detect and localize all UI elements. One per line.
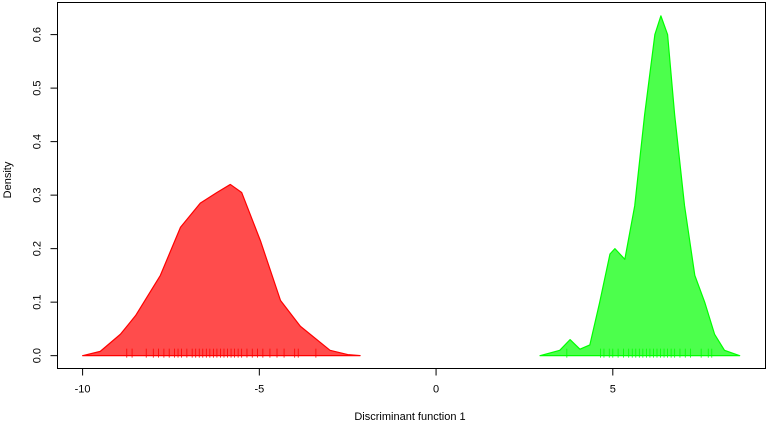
density-area — [539, 15, 741, 357]
x-tick-label: -5 — [254, 383, 264, 395]
density-area — [81, 183, 361, 357]
y-tick-label: 0.2 — [31, 241, 43, 256]
plot-frame — [57, 2, 766, 369]
x-tick-label: -10 — [75, 383, 91, 395]
x-tick-label: 5 — [610, 383, 616, 395]
y-tick-label: 0.0 — [31, 348, 43, 363]
x-tick-label: 0 — [433, 383, 439, 395]
y-tick-label: 0.5 — [31, 80, 43, 95]
y-tick-label: 0.4 — [31, 134, 43, 149]
y-tick-label: 0.1 — [31, 295, 43, 310]
y-tick-label: 0.3 — [31, 187, 43, 202]
x-axis-label: Discriminant function 1 — [354, 411, 465, 423]
y-axis-label: Density — [2, 161, 14, 198]
y-tick-label: 0.6 — [31, 27, 43, 42]
